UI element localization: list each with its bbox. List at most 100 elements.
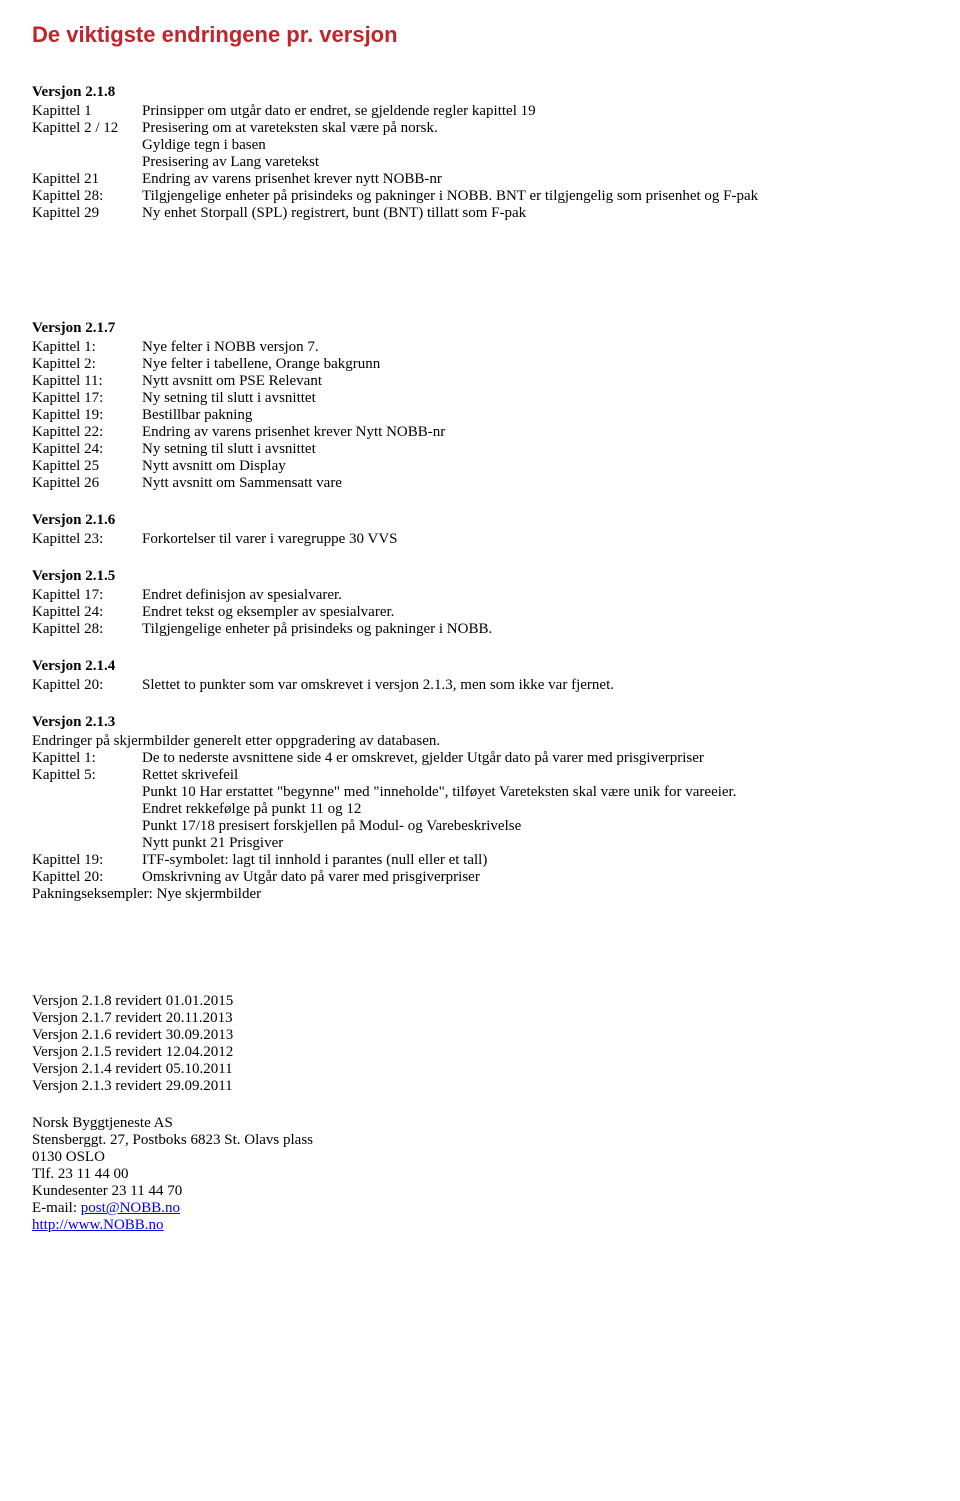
change-label: [32, 818, 142, 835]
change-value: Endring av varens prisenhet krever nytt …: [142, 171, 928, 188]
change-value: Forkortelser til varer i varegruppe 30 V…: [142, 531, 928, 548]
change-row: Kapittel 5:Rettet skrivefeil: [32, 767, 928, 784]
company-postal: 0130 OSLO: [32, 1149, 928, 1166]
company-email-line: E-mail: post@NOBB.no: [32, 1200, 928, 1217]
change-value: Prinsipper om utgår dato er endret, se g…: [142, 103, 928, 120]
change-row: Kapittel 24:Endret tekst og eksempler av…: [32, 604, 928, 621]
change-row: Kapittel 22:Endring av varens prisenhet …: [32, 424, 928, 441]
version-218-section: Versjon 2.1.8 Kapittel 1Prinsipper om ut…: [32, 84, 928, 222]
company-address: Stensberggt. 27, Postboks 6823 St. Olavs…: [32, 1132, 928, 1149]
intro-text: Endringer på skjermbilder generelt etter…: [32, 733, 928, 750]
change-value: Endret rekkefølge på punkt 11 og 12: [142, 801, 928, 818]
version-header: Versjon 2.1.4: [32, 658, 928, 675]
version-215-section: Versjon 2.1.5 Kapittel 17:Endret definis…: [32, 568, 928, 638]
change-row: Kapittel 2 / 12Presisering om at varetek…: [32, 120, 928, 137]
change-value: Ny setning til slutt i avsnittet: [142, 390, 928, 407]
change-row: Presisering av Lang varetekst: [32, 154, 928, 171]
change-label: Kapittel 28:: [32, 621, 142, 638]
revision-line: Versjon 2.1.3 revidert 29.09.2011: [32, 1078, 928, 1095]
change-row: Kapittel 19:ITF-symbolet: lagt til innho…: [32, 852, 928, 869]
change-label: Kapittel 26: [32, 475, 142, 492]
change-label: Kapittel 2:: [32, 356, 142, 373]
change-value: Omskrivning av Utgår dato på varer med p…: [142, 869, 928, 886]
web-link[interactable]: http://www.NOBB.no: [32, 1217, 164, 1233]
change-label: Kapittel 1: [32, 103, 142, 120]
version-217-section: Versjon 2.1.7 Kapittel 1:Nye felter i NO…: [32, 320, 928, 492]
revision-line: Versjon 2.1.7 revidert 20.11.2013: [32, 1010, 928, 1027]
change-row: Kapittel 19:Bestillbar pakning: [32, 407, 928, 424]
change-row: Kapittel 17:Endret definisjon av spesial…: [32, 587, 928, 604]
change-label: Kapittel 17:: [32, 587, 142, 604]
change-value: Endring av varens prisenhet krever Nytt …: [142, 424, 928, 441]
version-213-section: Versjon 2.1.3 Endringer på skjermbilder …: [32, 714, 928, 903]
change-label: Kapittel 11:: [32, 373, 142, 390]
change-label: Kapittel 1:: [32, 750, 142, 767]
change-value: Nytt punkt 21 Prisgiver: [142, 835, 928, 852]
change-value: ITF-symbolet: lagt til innhold i parante…: [142, 852, 928, 869]
outro-text: Pakningseksempler: Nye skjermbilder: [32, 886, 928, 903]
change-value: De to nederste avsnittene side 4 er omsk…: [142, 750, 928, 767]
change-row: Kapittel 20:Slettet to punkter som var o…: [32, 677, 928, 694]
change-label: Kapittel 2 / 12: [32, 120, 142, 137]
change-label: [32, 137, 142, 154]
change-row: Nytt punkt 21 Prisgiver: [32, 835, 928, 852]
change-row: Kapittel 28:Tilgjengelige enheter på pri…: [32, 621, 928, 638]
change-row: Kapittel 29Ny enhet Storpall (SPL) regis…: [32, 205, 928, 222]
change-label: Kapittel 19:: [32, 852, 142, 869]
page-title: De viktigste endringene pr. versjon: [32, 22, 928, 48]
change-label: Kapittel 29: [32, 205, 142, 222]
change-label: Kapittel 1:: [32, 339, 142, 356]
company-kundesenter: Kundesenter 23 11 44 70: [32, 1183, 928, 1200]
change-value: Endret tekst og eksempler av spesialvare…: [142, 604, 928, 621]
change-value: Tilgjengelige enheter på prisindeks og p…: [142, 188, 928, 205]
change-value: Bestillbar pakning: [142, 407, 928, 424]
change-label: [32, 784, 142, 801]
change-value: Presisering av Lang varetekst: [142, 154, 928, 171]
company-name: Norsk Byggtjeneste AS: [32, 1115, 928, 1132]
change-label: Kapittel 20:: [32, 677, 142, 694]
version-header: Versjon 2.1.7: [32, 320, 928, 337]
change-row: Gyldige tegn i basen: [32, 137, 928, 154]
version-header: Versjon 2.1.3: [32, 714, 928, 731]
version-header: Versjon 2.1.5: [32, 568, 928, 585]
change-value: Nye felter i tabellene, Orange bakgrunn: [142, 356, 928, 373]
change-label: [32, 835, 142, 852]
change-row: Endret rekkefølge på punkt 11 og 12: [32, 801, 928, 818]
change-row: Kapittel 21Endring av varens prisenhet k…: [32, 171, 928, 188]
change-value: Nytt avsnitt om Display: [142, 458, 928, 475]
email-label: E-mail:: [32, 1200, 81, 1216]
change-row: Kapittel 17:Ny setning til slutt i avsni…: [32, 390, 928, 407]
footer-block: Versjon 2.1.8 revidert 01.01.2015 Versjo…: [32, 993, 928, 1234]
change-value: Nytt avsnitt om Sammensatt vare: [142, 475, 928, 492]
change-value: Rettet skrivefeil: [142, 767, 928, 784]
revision-line: Versjon 2.1.8 revidert 01.01.2015: [32, 993, 928, 1010]
change-label: Kapittel 20:: [32, 869, 142, 886]
revision-line: Versjon 2.1.4 revidert 05.10.2011: [32, 1061, 928, 1078]
change-value: Punkt 17/18 presisert forskjellen på Mod…: [142, 818, 928, 835]
change-label: Kapittel 19:: [32, 407, 142, 424]
change-row: Punkt 17/18 presisert forskjellen på Mod…: [32, 818, 928, 835]
email-link[interactable]: post@NOBB.no: [81, 1200, 180, 1216]
change-row: Kapittel 1Prinsipper om utgår dato er en…: [32, 103, 928, 120]
version-header: Versjon 2.1.6: [32, 512, 928, 529]
change-label: Kapittel 24:: [32, 441, 142, 458]
change-row: Kapittel 11:Nytt avsnitt om PSE Relevant: [32, 373, 928, 390]
change-label: Kapittel 25: [32, 458, 142, 475]
version-214-section: Versjon 2.1.4 Kapittel 20:Slettet to pun…: [32, 658, 928, 694]
change-value: Slettet to punkter som var omskrevet i v…: [142, 677, 928, 694]
company-phone: Tlf. 23 11 44 00: [32, 1166, 928, 1183]
change-value: Gyldige tegn i basen: [142, 137, 928, 154]
change-label: [32, 801, 142, 818]
change-row: Kapittel 24:Ny setning til slutt i avsni…: [32, 441, 928, 458]
change-label: Kapittel 28:: [32, 188, 142, 205]
change-value: Nytt avsnitt om PSE Relevant: [142, 373, 928, 390]
change-row: Kapittel 23:Forkortelser til varer i var…: [32, 531, 928, 548]
change-row: Kapittel 2:Nye felter i tabellene, Orang…: [32, 356, 928, 373]
change-value: Punkt 10 Har erstattet "begynne" med "in…: [142, 784, 928, 801]
change-label: Kapittel 24:: [32, 604, 142, 621]
change-label: Kapittel 23:: [32, 531, 142, 548]
change-row: Kapittel 1:De to nederste avsnittene sid…: [32, 750, 928, 767]
change-row: Kapittel 25Nytt avsnitt om Display: [32, 458, 928, 475]
change-row: Kapittel 28:Tilgjengelige enheter på pri…: [32, 188, 928, 205]
change-label: Kapittel 5:: [32, 767, 142, 784]
